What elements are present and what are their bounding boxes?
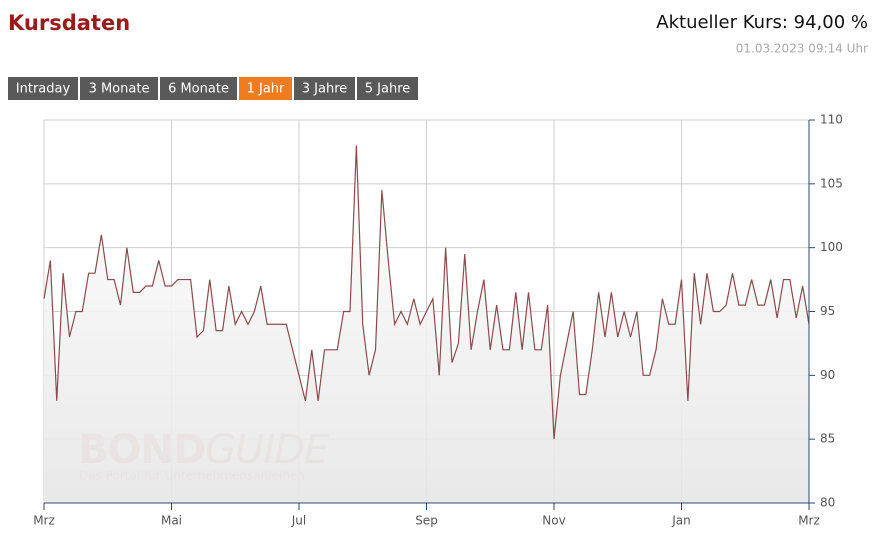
y-tick-label: 90 <box>820 368 835 382</box>
x-tick-label: Mai <box>161 514 182 528</box>
x-tick-label: Jan <box>671 514 691 528</box>
tab[interactable]: 1 Jahr <box>239 77 292 100</box>
tab-background[interactable] <box>294 77 355 100</box>
x-tick-label: Mrz <box>798 514 820 528</box>
page-title: Kursdaten <box>8 11 130 35</box>
y-tick-label: 105 <box>820 176 843 190</box>
tab-background[interactable] <box>239 77 292 100</box>
tab-label[interactable]: 3 Monate <box>89 82 150 97</box>
tab-label[interactable]: 3 Jahre <box>302 82 348 97</box>
price-line <box>43 145 810 440</box>
tab-background[interactable] <box>160 77 237 100</box>
tab-background[interactable] <box>357 77 418 100</box>
timestamp: 01.03.2023 09:14 Uhr <box>736 42 868 56</box>
x-tick-label: Jul <box>291 514 306 528</box>
current-price: Aktueller Kurs: 94,00 % <box>656 12 868 33</box>
tab-bar: Intraday 3 Monate 6 Monate 1 Jahr 3 Jahre 5 J… <box>8 77 418 100</box>
x-tick-label: Nov <box>542 514 565 528</box>
y-tick-label: 110 <box>820 113 843 127</box>
tab-background[interactable] <box>8 77 78 100</box>
area <box>44 145 809 503</box>
tab[interactable]: Intraday <box>8 77 78 100</box>
x-tick-label: Sep <box>415 514 438 528</box>
tab-label[interactable]: 1 Jahr <box>247 82 285 97</box>
y-tick-label: 100 <box>820 240 843 254</box>
tab[interactable]: 3 Jahre <box>294 77 355 100</box>
tab[interactable]: 3 Monate <box>80 77 158 100</box>
tab-label[interactable]: 6 Monate <box>168 82 229 97</box>
y-tick-label: 85 <box>820 432 835 446</box>
x-tick-label: Mrz <box>33 514 55 528</box>
tab-label[interactable]: Intraday <box>16 82 71 97</box>
tab[interactable]: 6 Monate <box>160 77 237 100</box>
y-tick-label: 95 <box>820 304 835 318</box>
tab[interactable]: 5 Jahre <box>357 77 418 100</box>
tab-label[interactable]: 5 Jahre <box>365 82 411 97</box>
chart: 80859095100105110MrzMaiJulSepNovJanMrzBO… <box>33 113 843 528</box>
y-tick-label: 80 <box>820 496 835 510</box>
tab-background[interactable] <box>80 77 158 100</box>
